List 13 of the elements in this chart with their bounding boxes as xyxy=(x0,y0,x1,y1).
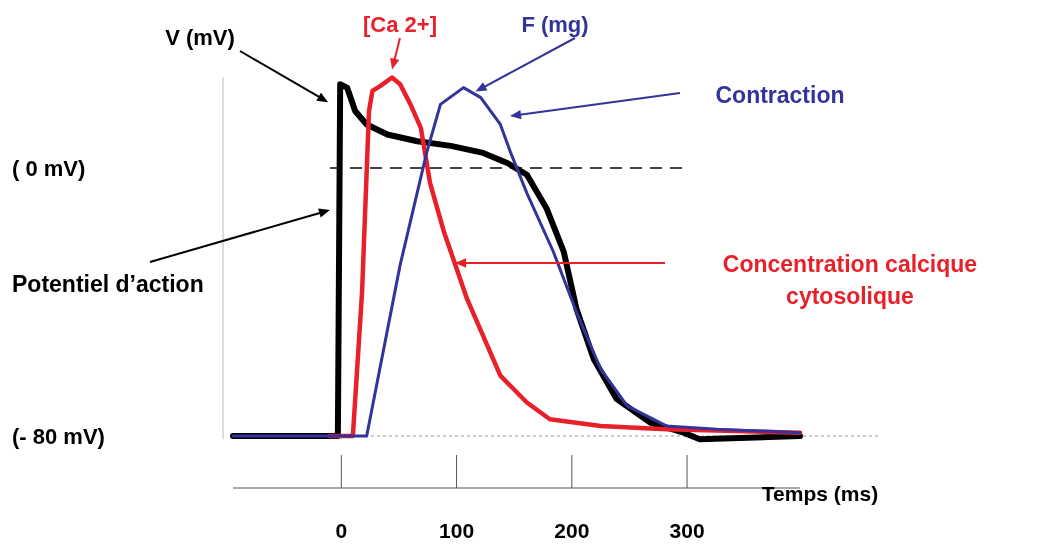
x-axis-title: Temps (ms) xyxy=(761,482,879,505)
x-tick-label: 300 xyxy=(669,519,705,542)
x-tick-label: 0 xyxy=(335,519,348,542)
annotation: Contraction xyxy=(715,82,845,108)
x-tick-label: 100 xyxy=(439,519,475,542)
annotation: Concentration calcique cytosolique xyxy=(722,251,978,309)
text: V (mV) xyxy=(165,25,235,50)
text: Potentiel d’action xyxy=(12,271,204,297)
x-tick-label: 200 xyxy=(554,519,590,542)
y-tick-label: ( 0 mV) xyxy=(12,155,86,181)
y-tick-label: (- 80 mV) xyxy=(12,423,105,449)
text: F (mg) xyxy=(521,12,589,37)
text: [Ca 2+] xyxy=(363,12,437,37)
